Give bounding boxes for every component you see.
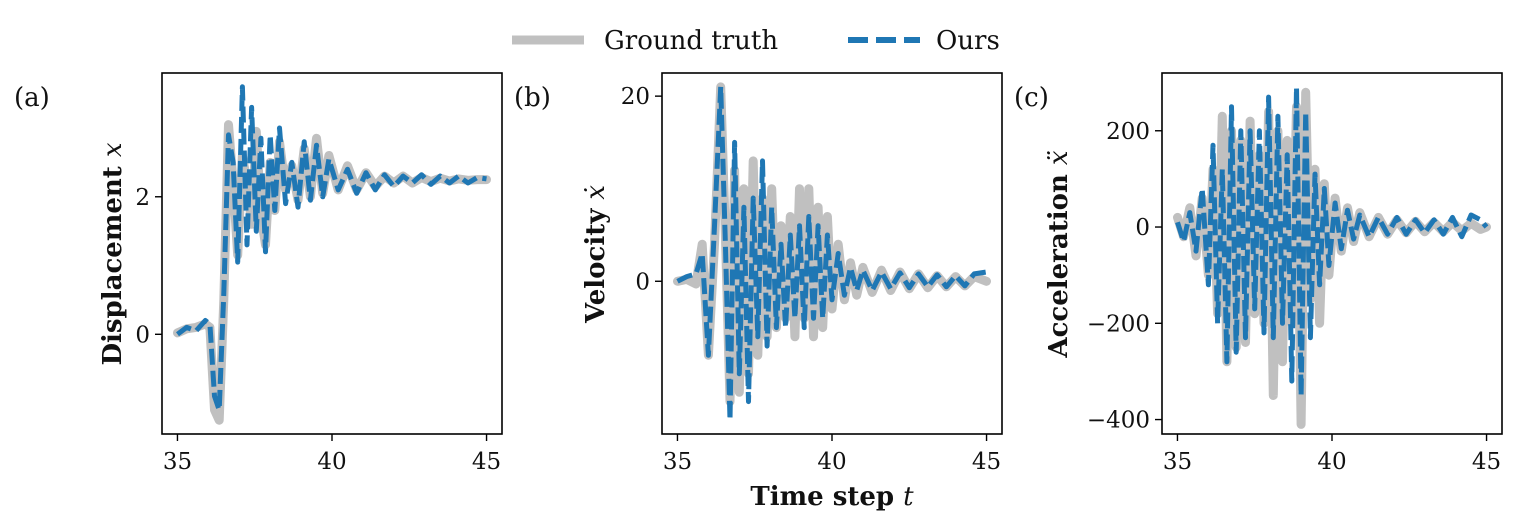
- legend-ground-truth-label: Ground truth: [604, 26, 778, 56]
- displacement-series-group: [173, 84, 491, 425]
- panel-b-tag: (b): [514, 83, 551, 113]
- ylabel-velocity: Velocity ẋ: [581, 185, 611, 324]
- velocity-xtick-label: 45: [972, 449, 1001, 475]
- panel-a-tag: (a): [14, 83, 50, 113]
- acceleration-xtick-label: 35: [1163, 449, 1192, 475]
- velocity-ytick-label: 20: [621, 84, 650, 110]
- acceleration-ground-truth-line: [1173, 87, 1491, 429]
- legend-ours-label: Ours: [936, 26, 1000, 56]
- ylabel-velocity-symbol: ẋ: [581, 185, 611, 200]
- displacement-xtick-label: 35: [163, 449, 192, 475]
- velocity-xtick-label: 35: [663, 449, 692, 475]
- velocity-ours-line: [676, 84, 987, 423]
- ylabel-displacement-symbol: x: [98, 142, 128, 157]
- displacement-xtick-label: 40: [317, 449, 346, 475]
- panel-velocity: 35 40 45 0 20: [621, 72, 1003, 475]
- xlabel-text: Time step: [750, 482, 894, 512]
- acceleration-ytick-label: −200: [1087, 311, 1150, 337]
- velocity-ytick-label: 0: [635, 269, 650, 295]
- acceleration-ytick-label: 200: [1106, 119, 1150, 145]
- acceleration-series-group: [1173, 84, 1491, 429]
- displacement-ytick-label: 2: [135, 185, 150, 211]
- ylabel-acceleration-symbol: ẍ: [1044, 150, 1074, 165]
- legend: Ground truth Ours: [512, 26, 1000, 56]
- acceleration-ytick-label: 0: [1135, 215, 1150, 241]
- ylabel-velocity-text: Velocity: [581, 208, 611, 324]
- ylabel-acceleration: Acceleration ẍ: [1044, 150, 1074, 359]
- panel-acceleration: 35 40 45 −400 −200 0 200: [1087, 72, 1503, 475]
- panel-displacement: 35 40 45 0 2: [135, 72, 503, 475]
- acceleration-ours-line: [1175, 84, 1489, 398]
- ylabel-acceleration-text: Acceleration: [1044, 174, 1074, 359]
- xlabel-time-step: Time step t: [750, 482, 914, 512]
- displacement-ours-line: [176, 84, 487, 413]
- velocity-xtick-label: 40: [817, 449, 846, 475]
- acceleration-xtick-label: 40: [1317, 449, 1346, 475]
- xlabel-symbol: t: [903, 482, 914, 512]
- displacement-xtick-label: 45: [472, 449, 501, 475]
- acceleration-xtick-label: 45: [1472, 449, 1501, 475]
- velocity-series-group: [673, 82, 991, 423]
- velocity-ground-truth-line: [673, 82, 991, 407]
- panel-c-tag: (c): [1014, 83, 1049, 113]
- ylabel-displacement-text: Displacement: [98, 166, 128, 365]
- displacement-ytick-label: 0: [135, 322, 150, 348]
- acceleration-ytick-label: −400: [1087, 408, 1150, 434]
- ylabel-displacement: Displacement x: [98, 142, 128, 365]
